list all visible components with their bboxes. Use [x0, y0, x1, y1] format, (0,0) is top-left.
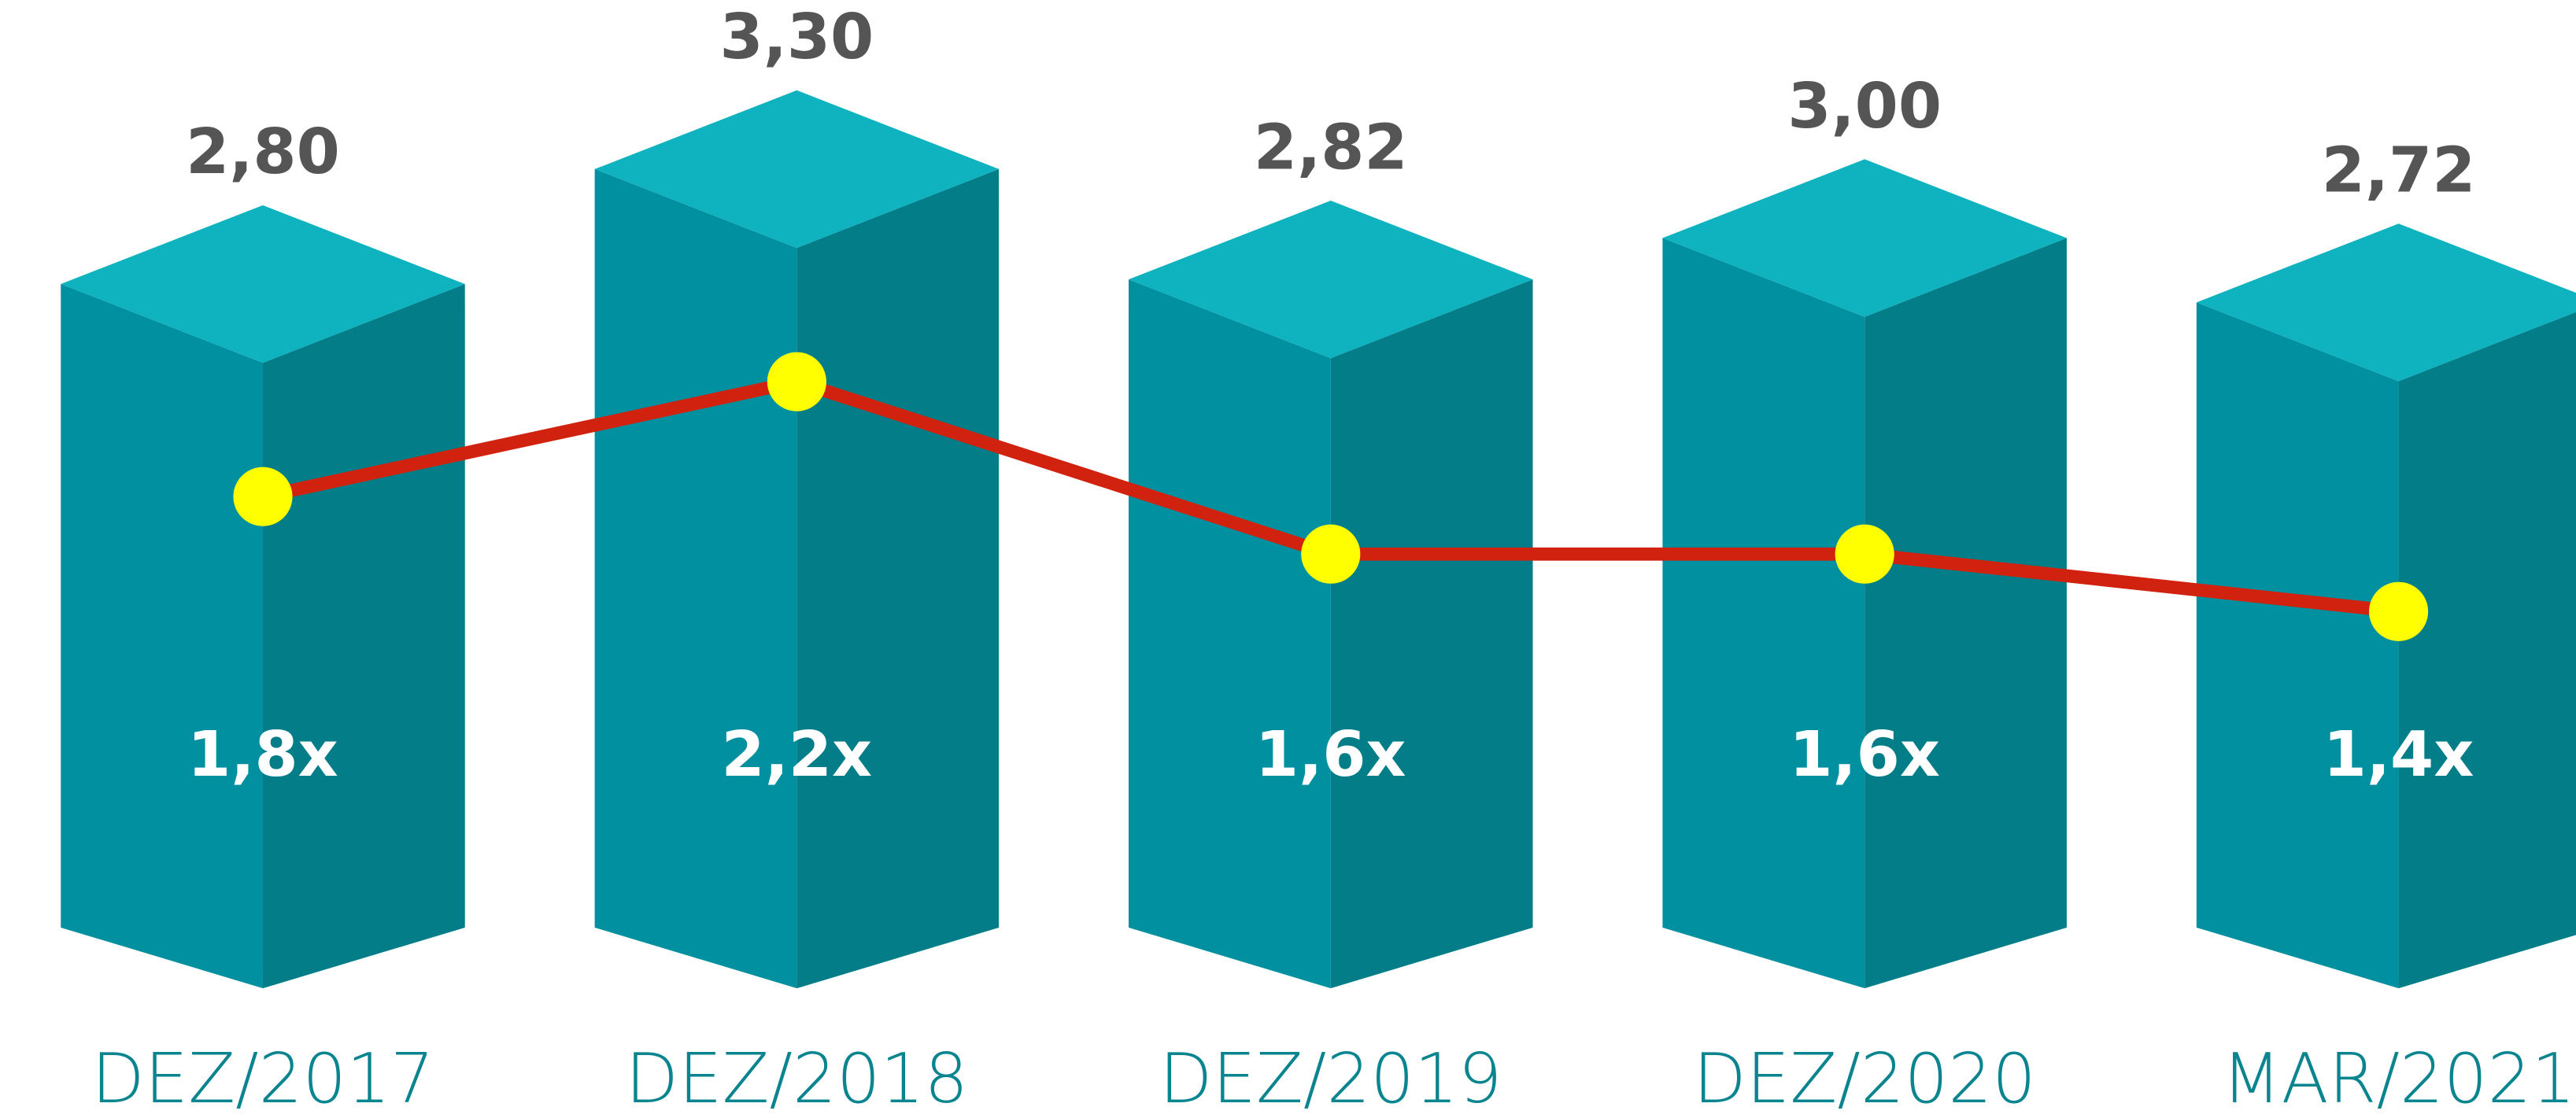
- x-tick-label: DEZ/2018: [626, 1039, 969, 1118]
- bar-right-face: [1865, 238, 2067, 989]
- bar-value-label: 2,72: [2322, 134, 2476, 207]
- bar-left-face: [1129, 279, 1331, 989]
- line-value-label: 2,2x: [722, 718, 873, 791]
- bar-right-face: [2398, 312, 2576, 989]
- bar-left-face: [1662, 238, 1865, 989]
- bar-value-label: 2,82: [1254, 110, 1408, 183]
- line-marker: [2368, 581, 2429, 641]
- bar-value-label: 2,80: [186, 115, 340, 188]
- bar-right-face: [262, 283, 465, 989]
- line-marker: [1835, 524, 1894, 584]
- line-marker: [767, 352, 826, 411]
- bar-left-face: [61, 283, 263, 989]
- bar-top-face: [2196, 223, 2576, 382]
- x-tick-label: DEZ/2019: [1159, 1039, 1502, 1118]
- x-tick-label: MAR/2021: [2222, 1039, 2575, 1118]
- x-tick-label: DEZ/2020: [1693, 1039, 2036, 1118]
- line-value-label: 1,4x: [2323, 718, 2474, 791]
- line-marker: [1301, 524, 1361, 584]
- x-tick-label: DEZ/2017: [91, 1039, 434, 1118]
- bar-top-face: [594, 90, 1000, 249]
- bar-value-label: 3,00: [1787, 69, 1942, 142]
- line-value-label: 1,8x: [187, 718, 338, 791]
- line-value-label: 1,6x: [1255, 718, 1406, 791]
- bar-left-face: [594, 168, 797, 989]
- line-value-label: 1,6x: [1789, 718, 1940, 791]
- bar-left-face: [2196, 302, 2399, 989]
- bar-right-face: [1330, 279, 1533, 989]
- bar-right-face: [796, 168, 1000, 989]
- line-marker: [233, 467, 293, 526]
- bar-value-label: 3,30: [720, 0, 874, 73]
